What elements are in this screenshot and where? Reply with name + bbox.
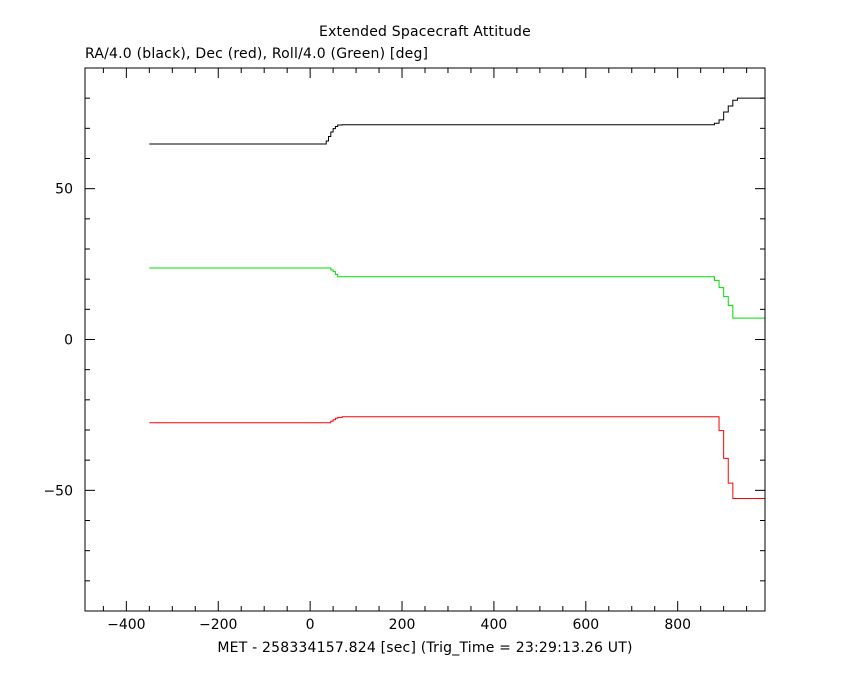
series-line-2 <box>149 416 765 499</box>
x-tick-label: 200 <box>389 617 416 633</box>
x-tick-label: −200 <box>199 617 237 633</box>
axes-layer: −400 −200 0 200 400 600 800 −50 0 50 <box>43 67 766 633</box>
y-tick-label: 50 <box>55 182 73 198</box>
x-tick-label: −400 <box>107 617 145 633</box>
x-tick-label: 0 <box>306 617 315 633</box>
x-tick-label: 400 <box>481 617 508 633</box>
series-line-0 <box>149 97 765 145</box>
x-tick-label: 800 <box>664 617 691 633</box>
x-axis-label: MET - 258334157.824 [sec] (Trig_Time = 2… <box>217 640 633 656</box>
chart-subtitle: RA/4.0 (black), Dec (red), Roll/4.0 (Gre… <box>85 46 429 62</box>
chart-title: Extended Spacecraft Attitude <box>319 24 531 40</box>
series-layer <box>149 97 765 499</box>
y-tick-label: −50 <box>43 483 73 499</box>
series-line-1 <box>149 267 765 319</box>
plot-frame <box>84 67 766 612</box>
x-tick-label: 600 <box>572 617 599 633</box>
y-tick-label: 0 <box>64 333 73 349</box>
